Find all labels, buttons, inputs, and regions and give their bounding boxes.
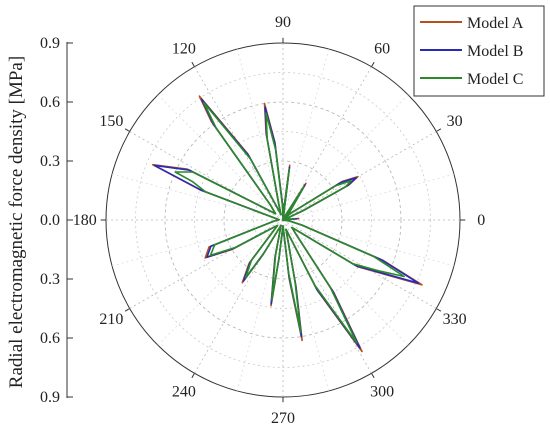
- radial-tick-label-l2: 0.9: [40, 389, 60, 406]
- angle-label-210: 210: [99, 311, 123, 328]
- radial-tick-label-u3: 0.0: [40, 212, 60, 229]
- angle-label-330: 330: [443, 311, 467, 328]
- spoke-225: [157, 219, 284, 346]
- angle-label-150: 150: [99, 113, 123, 130]
- rim-tick-240: [191, 373, 195, 379]
- spoke-30: [282, 131, 437, 221]
- angle-label-90: 90: [275, 14, 291, 31]
- radial-axis-ticks: [67, 42, 73, 398]
- angular-tick-labels: 0 30 60 90 120 150 180 210 240 270 300 330: [73, 14, 485, 427]
- radial-tick-label-u2: 0.3: [40, 153, 60, 170]
- rim-tick-30: [436, 128, 442, 132]
- rim-tick-150: [124, 128, 130, 132]
- polar-grid: [100, 37, 466, 403]
- rim-tick-300: [371, 373, 375, 379]
- series-model-c: [174, 101, 405, 344]
- rim-tick-60: [371, 61, 375, 67]
- angle-label-180: 180: [73, 212, 97, 229]
- rim-tick-330: [436, 308, 442, 312]
- rim-tick-120: [191, 61, 195, 67]
- grid-ring-2: [164, 101, 402, 339]
- angle-label-120: 120: [172, 40, 196, 57]
- radial-tick-label-l1: 0.6: [40, 330, 60, 347]
- spoke-255: [236, 219, 284, 392]
- minor-ring-1: [194, 131, 372, 309]
- angle-label-30: 30: [447, 113, 463, 130]
- grid-ring-1: [223, 160, 343, 280]
- angle-label-300: 300: [370, 384, 394, 401]
- legend: Model A Model B Model C: [413, 5, 545, 97]
- radial-tick-label-u1: 0.6: [40, 94, 60, 111]
- legend-label-0: Model A: [467, 15, 524, 32]
- spoke-345: [282, 219, 455, 267]
- angle-label-60: 60: [374, 40, 390, 57]
- minor-ring-2: [135, 72, 431, 368]
- radial-tick-label-l0: 0.3: [40, 271, 60, 288]
- minor-ring-0: [253, 190, 313, 250]
- rim-tick-210: [124, 308, 130, 312]
- angle-label-270: 270: [271, 410, 295, 427]
- radial-axis-title: Radial electromagnetic force density [MP…: [6, 56, 27, 388]
- legend-label-1: Model B: [467, 43, 523, 60]
- legend-label-2: Model C: [467, 71, 523, 88]
- radial-tick-label-u0: 0.9: [40, 35, 60, 52]
- angle-label-0: 0: [477, 212, 485, 229]
- angle-label-240: 240: [172, 384, 196, 401]
- series-layer: [151, 95, 423, 353]
